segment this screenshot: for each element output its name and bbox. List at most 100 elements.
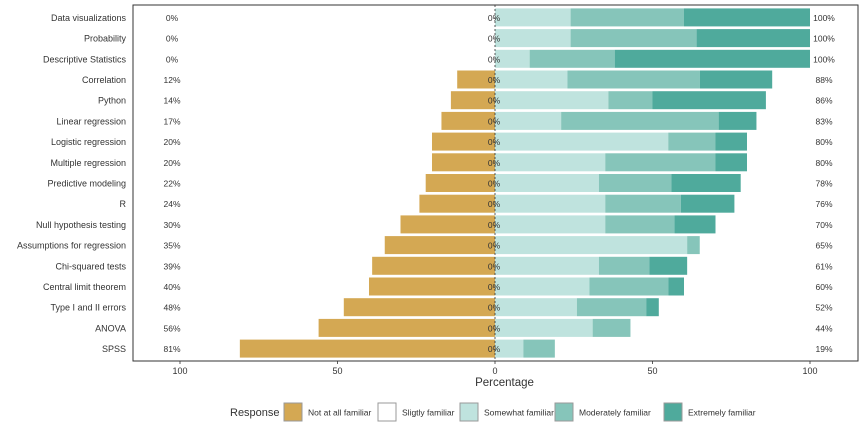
center-value-label: 0% (488, 13, 501, 23)
bar-somewhat-familiar (495, 70, 568, 89)
bar-somewhat-familiar (495, 91, 609, 110)
bar-extremely-familiar (671, 174, 741, 192)
bar-somewhat-familiar (495, 236, 688, 255)
left-value-label: 20% (163, 137, 180, 147)
bar-extremely-familiar (614, 49, 810, 68)
left-value-label: 30% (163, 220, 180, 230)
left-value-label: 56% (163, 323, 180, 333)
bar-not-at-all-familiar (441, 111, 495, 130)
right-value-label: 88% (815, 75, 832, 85)
right-value-label: 80% (815, 137, 832, 147)
bar-not-at-all-familiar (425, 174, 495, 192)
bar-extremely-familiar (715, 132, 747, 151)
center-value-label: 0% (488, 282, 501, 292)
bar-moderately-familiar (570, 29, 697, 48)
bars-layer (239, 8, 810, 358)
left-value-label: 48% (163, 303, 180, 313)
category-label: Python (98, 96, 126, 106)
bar-moderately-familiar (598, 174, 672, 192)
bar-somewhat-familiar (495, 153, 606, 172)
right-value-label: 60% (815, 282, 832, 292)
center-value-label: 0% (488, 344, 501, 354)
left-value-label: 14% (163, 96, 180, 106)
bar-not-at-all-familiar (432, 153, 495, 172)
bar-extremely-familiar (674, 215, 716, 234)
right-value-label: 44% (815, 323, 832, 333)
left-value-label: 0% (166, 34, 179, 44)
left-value-label: 40% (163, 282, 180, 292)
bar-somewhat-familiar (495, 256, 599, 275)
category-label: Predictive modeling (47, 179, 126, 189)
left-value-label: 0% (166, 54, 179, 64)
center-value-label: 0% (488, 241, 501, 251)
bar-moderately-familiar (687, 236, 700, 255)
center-value-label: 0% (488, 54, 501, 64)
category-label: Linear regression (56, 116, 126, 126)
bar-extremely-familiar (649, 256, 688, 275)
legend-swatch (663, 402, 683, 422)
bar-extremely-familiar (652, 91, 766, 110)
bar-moderately-familiar (598, 256, 650, 275)
right-value-label: 52% (815, 303, 832, 313)
category-label: ANOVA (95, 323, 126, 333)
left-value-label: 17% (163, 116, 180, 126)
bar-somewhat-familiar (495, 215, 606, 234)
right-value-label: 65% (815, 241, 832, 251)
category-label: SPSS (102, 344, 126, 354)
bar-moderately-familiar (570, 8, 684, 27)
center-value-label: 0% (488, 179, 501, 189)
bar-moderately-familiar (605, 194, 681, 213)
x-tick-label: 0 (492, 366, 497, 376)
bar-extremely-familiar (696, 29, 810, 48)
category-label: Data visualizations (51, 13, 127, 23)
x-tick-label: 100 (802, 366, 817, 376)
category-label: Central limit theorem (43, 282, 126, 292)
bar-not-at-all-familiar (432, 132, 495, 151)
legend-swatch (554, 402, 574, 422)
center-value-label: 0% (488, 199, 501, 209)
bar-somewhat-familiar (495, 277, 590, 296)
x-axis-title: Percentage (475, 377, 534, 389)
bar-not-at-all-familiar (400, 215, 495, 234)
bar-somewhat-familiar (495, 298, 577, 317)
bar-somewhat-familiar (495, 318, 593, 337)
center-value-label: 0% (488, 96, 501, 106)
center-value-label: 0% (488, 75, 501, 85)
left-value-label: 0% (166, 13, 179, 23)
bar-somewhat-familiar (495, 29, 571, 48)
legend-label: Extremely familiar (688, 408, 756, 418)
category-label: Chi-squared tests (55, 261, 126, 271)
left-value-label: 22% (163, 179, 180, 189)
legend-label: Moderately familiar (579, 408, 651, 418)
bar-moderately-familiar (668, 132, 716, 151)
legend-swatch (377, 402, 397, 422)
left-value-label: 39% (163, 261, 180, 271)
x-tick-label: 100 (172, 366, 187, 376)
right-value-label: 61% (815, 261, 832, 271)
bar-moderately-familiar (605, 153, 716, 172)
category-label: Probability (84, 34, 127, 44)
category-label: Type I and II errors (50, 303, 126, 313)
bar-moderately-familiar (589, 277, 669, 296)
bar-moderately-familiar (523, 339, 555, 358)
bar-moderately-familiar (561, 111, 719, 130)
category-label: Descriptive Statistics (43, 54, 127, 64)
bar-moderately-familiar (576, 298, 647, 317)
left-value-label: 24% (163, 199, 180, 209)
bar-not-at-all-familiar (419, 194, 495, 213)
bar-somewhat-familiar (495, 111, 562, 130)
right-value-label: 86% (815, 96, 832, 106)
bar-moderately-familiar (608, 91, 653, 110)
left-value-label: 12% (163, 75, 180, 85)
category-label: Assumptions for regression (17, 241, 126, 251)
bar-not-at-all-familiar (318, 318, 495, 337)
bar-extremely-familiar (668, 277, 684, 296)
x-tick-label: 50 (647, 366, 657, 376)
legend-swatch (459, 402, 479, 422)
legend-label: Not at all familiar (308, 408, 371, 418)
bar-not-at-all-familiar (343, 298, 495, 317)
center-value-label: 0% (488, 220, 501, 230)
legend: Response Not at all familiar Sligtly famil… (230, 402, 756, 422)
bar-not-at-all-familiar (372, 256, 495, 275)
